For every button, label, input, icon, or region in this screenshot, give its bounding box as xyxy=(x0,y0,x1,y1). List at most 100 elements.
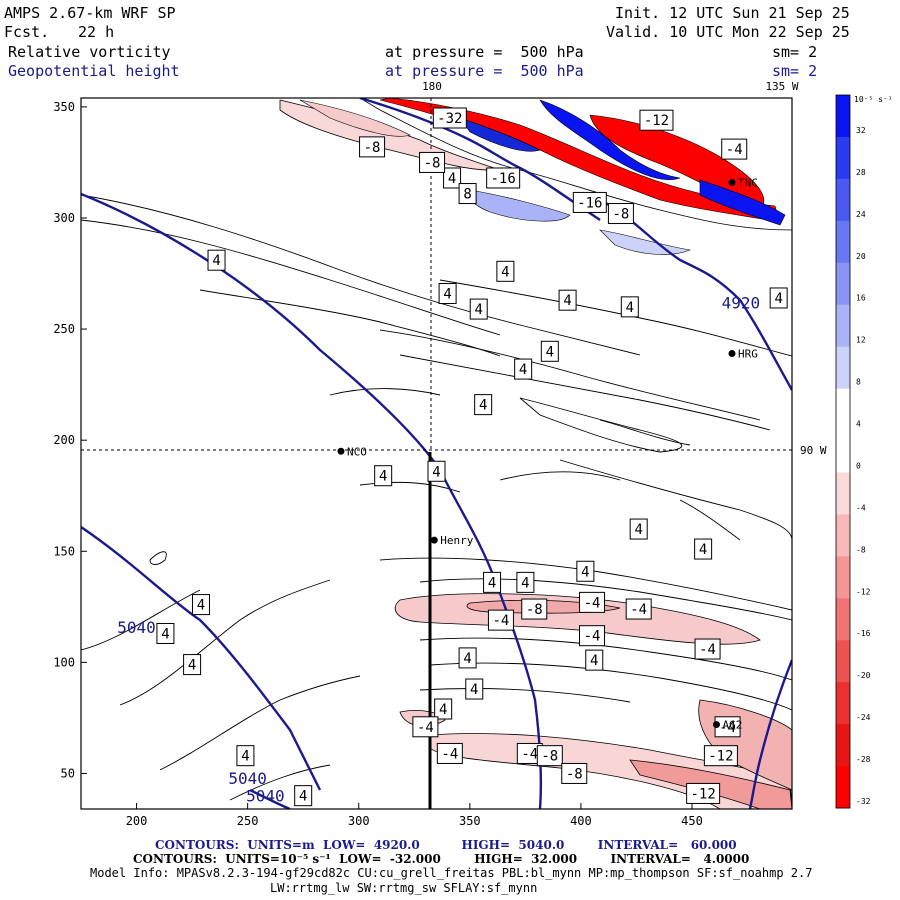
svg-text:-4: -4 xyxy=(630,602,647,618)
vorticity-label: -8 xyxy=(561,762,588,784)
svg-text:4: 4 xyxy=(432,464,440,480)
vorticity-label: 4 xyxy=(236,745,255,767)
height-label: 5040 xyxy=(246,787,285,806)
svg-text:4: 4 xyxy=(379,469,387,485)
svg-text:-4: -4 xyxy=(441,746,458,762)
colorbar-swatch xyxy=(836,472,850,515)
colorbar-swatch xyxy=(836,95,850,138)
vorticity-label: 4 xyxy=(427,460,446,482)
height-contour-info: CONTOURS: UNITS=m LOW= 4920.0 HIGH= 5040… xyxy=(155,838,737,852)
colorbar-swatch xyxy=(836,682,850,725)
storm-positive-light xyxy=(468,189,571,222)
vorticity-label: -12 xyxy=(703,745,738,767)
colorbar-label: -32 xyxy=(856,797,871,806)
svg-text:-4: -4 xyxy=(584,595,601,611)
colorbar-unit: 10⁻⁵ s⁻¹ xyxy=(854,95,893,104)
vorticity-label: 4 xyxy=(620,296,639,318)
vorticity-label: -12 xyxy=(639,109,674,131)
svg-text:4: 4 xyxy=(521,575,529,591)
colorbar-label: 24 xyxy=(856,210,866,219)
station-hrg: HRG xyxy=(728,348,758,361)
svg-text:4: 4 xyxy=(488,575,496,591)
svg-text:4: 4 xyxy=(699,542,707,558)
vorticity-label: -4 xyxy=(579,625,606,647)
vorticity-label: -4 xyxy=(487,609,514,631)
svg-text:-4: -4 xyxy=(719,720,736,736)
svg-text:-4: -4 xyxy=(726,142,743,158)
vorticity-contours xyxy=(81,194,792,801)
svg-text:4: 4 xyxy=(299,789,307,805)
colorbar-swatch xyxy=(836,598,850,641)
colorbar-swatch xyxy=(836,346,850,390)
height-label: 5040 xyxy=(117,618,156,637)
y-tick-label: 200 xyxy=(53,433,75,447)
vorticity-label: 4 xyxy=(769,287,788,309)
svg-text:4: 4 xyxy=(197,598,205,614)
field1-smoothing: sm= 2 xyxy=(772,43,818,61)
meridian-label-180: 180 xyxy=(422,80,442,93)
vorticity-label: -4 xyxy=(516,742,543,764)
station-tnc: TNC xyxy=(728,176,758,189)
vorticity-contour-info: CONTOURS: UNITS=10⁻⁵ s⁻¹ LOW= -32.000 HI… xyxy=(133,852,750,866)
y-tick-label: 250 xyxy=(53,322,75,336)
vorticity-label: -12 xyxy=(686,782,721,804)
svg-text:HRG: HRG xyxy=(738,348,758,361)
svg-text:-4: -4 xyxy=(584,629,601,645)
colorbar-swatch xyxy=(836,136,850,180)
storm-positive-core xyxy=(539,99,681,180)
colorbar-label: 20 xyxy=(856,252,866,261)
station-henry: Henry xyxy=(430,534,474,547)
colorbar-label: -4 xyxy=(856,503,866,512)
valid-time: Valid. 10 UTC Mon 22 Sep 25 xyxy=(606,23,850,41)
svg-text:4: 4 xyxy=(161,626,169,642)
station-nco: NCO xyxy=(337,445,367,458)
vorticity-label: 4 xyxy=(191,594,210,616)
vorticity-label: 4 xyxy=(294,785,313,807)
colorbar-swatch xyxy=(836,304,850,348)
y-tick-label: 300 xyxy=(53,211,75,225)
vorticity-label: 4 xyxy=(469,298,488,320)
field2-smoothing: sm= 2 xyxy=(772,62,818,80)
colorbar-swatch xyxy=(836,178,850,222)
svg-text:-12: -12 xyxy=(644,113,669,129)
svg-text:4: 4 xyxy=(634,522,642,538)
svg-text:4: 4 xyxy=(212,253,220,269)
vorticity-label: 4 xyxy=(207,249,226,271)
svg-text:-4: -4 xyxy=(521,746,538,762)
colorbar-swatch xyxy=(836,262,850,306)
colorbar: 32 28 24 20 16 12 8 4 0 -4 -8 -12 -16 -20 -24 -28 -32 10⁻… xyxy=(835,94,893,809)
svg-text:4: 4 xyxy=(501,264,509,280)
svg-text:-12: -12 xyxy=(708,749,733,765)
svg-text:4: 4 xyxy=(474,302,482,318)
colorbar-label: -28 xyxy=(856,755,871,764)
x-tick-label: 300 xyxy=(348,814,370,828)
colorbar-label: -12 xyxy=(856,587,871,596)
colorbar-swatch xyxy=(836,430,850,473)
svg-text:4: 4 xyxy=(448,171,456,187)
y-tick-label: 350 xyxy=(53,100,75,114)
svg-text:4: 4 xyxy=(774,291,782,307)
svg-text:-8: -8 xyxy=(424,155,441,171)
svg-text:4: 4 xyxy=(470,682,478,698)
colorbar-swatch xyxy=(836,724,850,767)
svg-text:8: 8 xyxy=(463,187,471,203)
vorticity-label: 4 xyxy=(576,560,595,582)
colorbar-swatch xyxy=(836,514,850,557)
vorticity-label: -8 xyxy=(536,745,563,767)
stations: NCO Henry HRG AG2 TNC xyxy=(337,176,758,732)
colorbar-swatch xyxy=(836,640,850,683)
vorticity-label: 4 xyxy=(465,678,484,700)
vorticity-label: 4 xyxy=(540,340,559,362)
svg-text:-8: -8 xyxy=(541,749,558,765)
colorbar-swatch xyxy=(836,766,850,809)
svg-text:NCO: NCO xyxy=(347,445,367,458)
vorticity-label: -4 xyxy=(721,138,748,160)
vorticity-label: 4 xyxy=(496,260,515,282)
svg-text:4: 4 xyxy=(443,287,451,303)
vorticity-label: 4 xyxy=(458,647,477,669)
meridian-label-135w: 135 W xyxy=(765,80,798,93)
x-tick-label: 200 xyxy=(126,814,148,828)
svg-text:AG2: AG2 xyxy=(722,719,742,732)
vorticity-label: 4 xyxy=(434,698,453,720)
